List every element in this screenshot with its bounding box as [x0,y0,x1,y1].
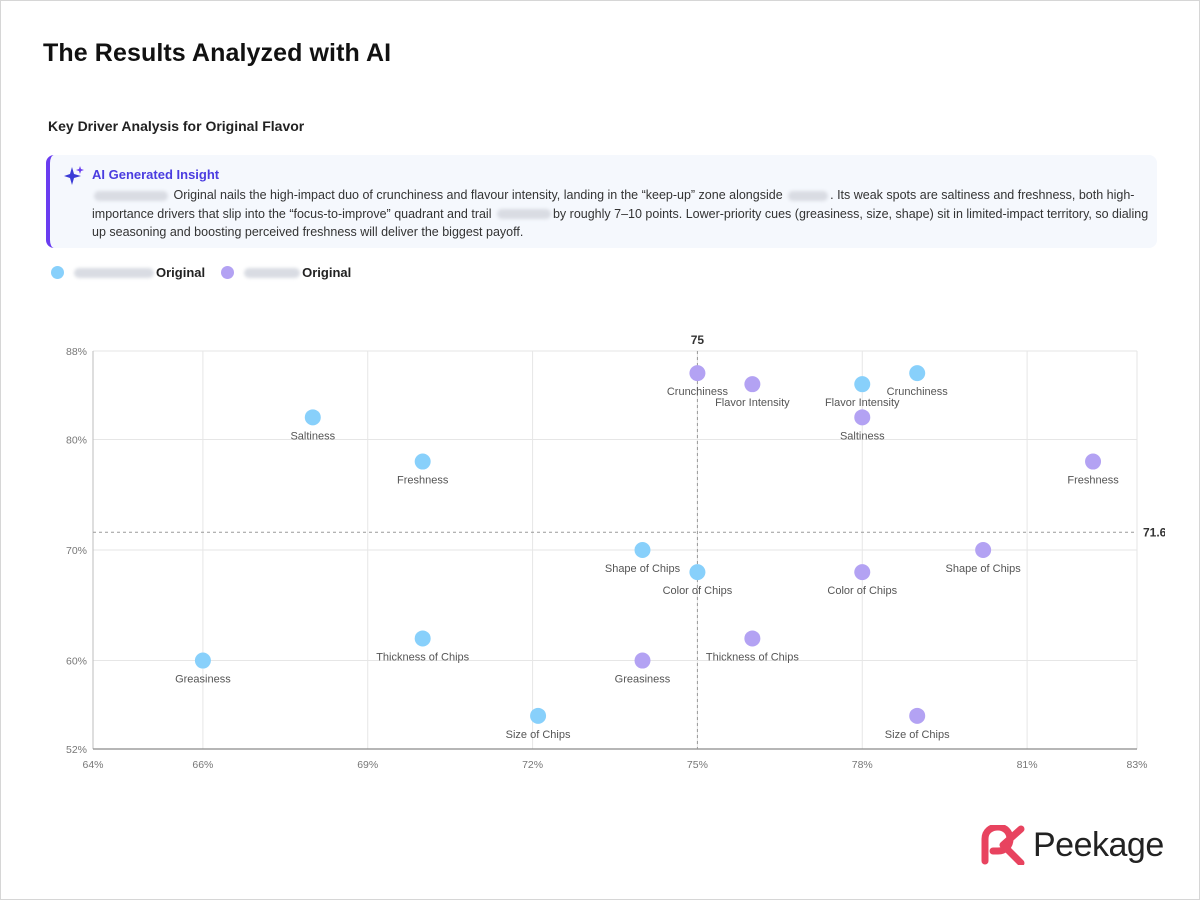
scatter-chart: 64% 66% 69% 72% 75% 78% 81% 83% 52% 60% 70% 80% 88% 7… [66,333,1165,771]
data-point-series-2 [854,409,871,426]
data-point-label: Thickness of Chips [706,651,799,663]
x-tick-label: 69% [357,759,378,771]
data-point-label: Saltiness [840,430,885,442]
data-point-label: Saltiness [290,430,335,442]
data-point-label: Size of Chips [506,729,571,741]
analysis-card: Key Driver Analysis for Original Flavor … [35,103,1165,789]
x-tick-label: 78% [852,759,873,771]
y-tick-label: 88% [66,346,87,358]
insight-title: AI Generated Insight [92,167,220,182]
data-point-series-1 [414,630,431,647]
chart-legend: Original Original [51,265,367,280]
data-point-series-1 [689,564,706,581]
x-tick-label: 81% [1017,759,1038,771]
data-point-series-1 [634,542,651,558]
x-tick-label: 66% [192,759,213,771]
legend-dot-icon [221,266,235,279]
data-point-series-2 [744,630,761,647]
data-point-label: Greasiness [615,674,671,686]
logo-text: Peekage [1033,825,1164,864]
redacted-brand [788,190,829,201]
card-title: Key Driver Analysis for Original Flavor [48,118,305,134]
data-point-series-1 [854,376,871,393]
redacted-brand [496,209,551,220]
y-tick-label: 60% [66,656,87,668]
y-tick-label: 52% [66,744,87,756]
data-point-label: Size of Chips [885,729,950,741]
legend-item-series-b[interactable]: Original [221,265,351,280]
data-point-series-2 [909,707,926,724]
redacted-brand [244,267,301,278]
data-point-series-2 [854,564,871,581]
reference-label-y: 71.6 [1143,525,1165,539]
data-point-series-2 [634,652,651,669]
data-point-label: Crunchiness [887,386,949,398]
x-tick-label: 75% [687,759,708,771]
data-point-series-2 [689,365,706,382]
legend-item-series-a[interactable]: Original [51,265,205,280]
x-tick-label: 72% [522,759,543,771]
data-point-label: Flavor Intensity [715,397,790,409]
data-point-label: Thickness of Chips [376,651,469,663]
x-tick-label: 64% [82,759,103,771]
peekage-logo-icon [981,825,1025,865]
data-point-series-2 [1085,453,1102,470]
x-tick-label: 83% [1126,759,1147,771]
insight-text: Original nails the high-impact duo of cr… [92,186,1152,242]
data-point-label: Color of Chips [827,585,897,597]
data-point-label: Freshness [1067,475,1119,487]
y-tick-label: 70% [66,545,87,557]
peekage-logo: Peekage [981,825,1164,865]
insight-part-2: . Its weak spots are saltiness and fresh… [92,188,1135,221]
sparkle-icon [64,166,84,185]
data-point-label: Crunchiness [667,386,729,398]
data-point-label: Color of Chips [663,585,733,597]
data-point-series-1 [414,453,431,470]
data-point-label: Greasiness [175,674,231,686]
insight-box: AI Generated Insight Original nails the … [46,155,1157,248]
data-point-label: Shape of Chips [605,563,681,575]
redacted-brand [94,190,168,201]
reference-label-x: 75 [691,333,705,347]
data-point-label: Freshness [397,475,449,487]
data-point-label: Flavor Intensity [825,397,900,409]
legend-label-series-b: Original [302,265,352,280]
legend-label-series-a: Original [156,265,206,280]
page-headline: The Results Analyzed with AI [43,39,392,67]
data-point-series-1 [909,365,926,382]
insight-part-1: Original nails the high-impact duo of cr… [173,188,783,202]
data-point-series-2 [975,542,992,558]
insight-part-3: by roughly 7–10 points. Lower-priority c… [92,206,1149,240]
data-point-series-2 [744,376,761,393]
data-point-label: Shape of Chips [946,563,1022,575]
y-tick-label: 80% [66,434,87,446]
legend-dot-icon [51,266,64,279]
data-point-series-1 [304,409,321,426]
data-point-series-1 [530,707,547,724]
redacted-brand [74,267,154,278]
data-point-series-1 [194,652,211,669]
